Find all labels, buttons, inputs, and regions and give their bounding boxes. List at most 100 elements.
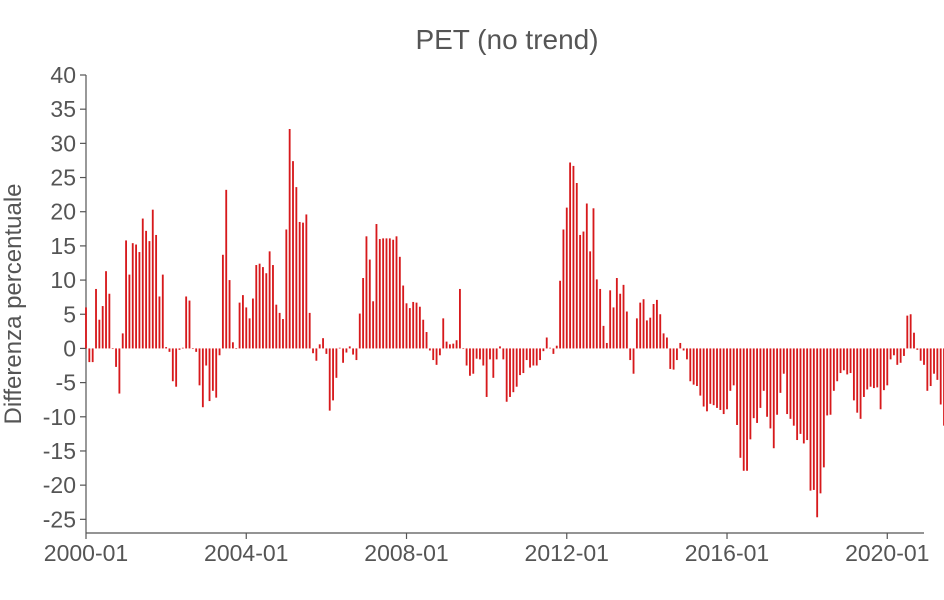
bar — [742, 348, 745, 471]
y-tick-label: 25 — [50, 165, 76, 191]
bar — [645, 320, 648, 349]
bar — [262, 267, 264, 349]
x-tick-label: 2012-01 — [525, 540, 609, 566]
bar — [666, 337, 668, 349]
bar — [479, 348, 481, 360]
bar — [125, 240, 127, 349]
bar — [632, 348, 635, 374]
bar — [161, 274, 164, 349]
bar — [315, 348, 318, 361]
bar — [475, 348, 478, 359]
bar — [305, 214, 308, 349]
bar — [418, 306, 421, 349]
bar — [85, 307, 87, 349]
y-tick-label: -5 — [56, 370, 76, 396]
bar — [519, 348, 521, 376]
bar — [869, 348, 872, 387]
bar — [545, 337, 548, 349]
bar — [562, 229, 565, 349]
bar — [405, 303, 408, 349]
bar — [335, 348, 338, 378]
bar — [402, 285, 405, 349]
y-tick-label: -15 — [43, 438, 76, 464]
bar — [372, 301, 375, 349]
bar — [522, 348, 525, 374]
bar — [575, 183, 578, 349]
bar — [919, 348, 922, 361]
bar — [599, 288, 602, 349]
bar — [719, 348, 722, 410]
bar — [515, 348, 518, 387]
bar — [676, 348, 678, 361]
bar — [635, 318, 638, 349]
bar — [525, 348, 528, 361]
bar — [432, 348, 435, 361]
bar — [121, 333, 124, 349]
bar — [472, 348, 475, 374]
bar — [435, 348, 438, 365]
bar — [762, 348, 765, 391]
bar — [211, 348, 214, 391]
bar — [355, 348, 358, 361]
bar — [398, 256, 401, 349]
bar — [896, 348, 899, 365]
bar — [726, 348, 728, 410]
bar — [842, 348, 845, 371]
bar — [408, 308, 411, 349]
x-tick-label: 2016-01 — [685, 540, 769, 566]
y-tick-label: 15 — [50, 233, 76, 259]
bar — [382, 238, 385, 349]
bar — [272, 265, 274, 349]
bar — [91, 348, 94, 363]
bar — [375, 224, 378, 349]
bar — [235, 348, 238, 350]
bar — [191, 348, 194, 350]
bar — [221, 254, 224, 349]
bar — [836, 348, 839, 382]
bar — [392, 239, 395, 349]
bar — [345, 348, 348, 353]
bar — [342, 348, 344, 363]
bar — [699, 348, 702, 396]
bar — [939, 348, 942, 405]
bar — [535, 348, 538, 366]
bar — [378, 239, 381, 349]
bar — [275, 304, 278, 349]
bar — [228, 280, 231, 349]
bar — [739, 348, 742, 458]
bar — [529, 348, 531, 368]
bar — [185, 296, 188, 349]
bar — [692, 348, 695, 385]
bar — [499, 346, 501, 349]
bar — [282, 319, 284, 349]
bar — [906, 315, 909, 349]
bar — [712, 348, 715, 406]
bar — [639, 302, 642, 349]
bar — [422, 319, 425, 349]
y-axis: 40 35 30 25 20 15 10 5 0 -5 -10 -15 -20 -25 — [43, 62, 87, 533]
bar — [128, 274, 131, 349]
bar — [385, 238, 388, 349]
bar — [362, 278, 365, 349]
bar — [148, 241, 151, 349]
bar — [428, 348, 431, 351]
bar — [859, 348, 862, 419]
bar — [465, 348, 468, 366]
bar — [175, 348, 178, 387]
bar — [442, 318, 445, 349]
bar — [776, 348, 779, 415]
bar — [602, 325, 605, 349]
bar — [549, 347, 551, 349]
bar — [729, 348, 732, 391]
bar — [862, 348, 865, 397]
bar — [746, 348, 748, 471]
bar — [822, 348, 825, 468]
bar — [585, 203, 588, 349]
bar — [649, 317, 652, 349]
bar — [298, 221, 301, 349]
bar — [532, 348, 535, 366]
bar-series — [85, 129, 944, 518]
bar — [622, 284, 625, 349]
bar — [786, 348, 789, 415]
bar — [936, 348, 939, 380]
